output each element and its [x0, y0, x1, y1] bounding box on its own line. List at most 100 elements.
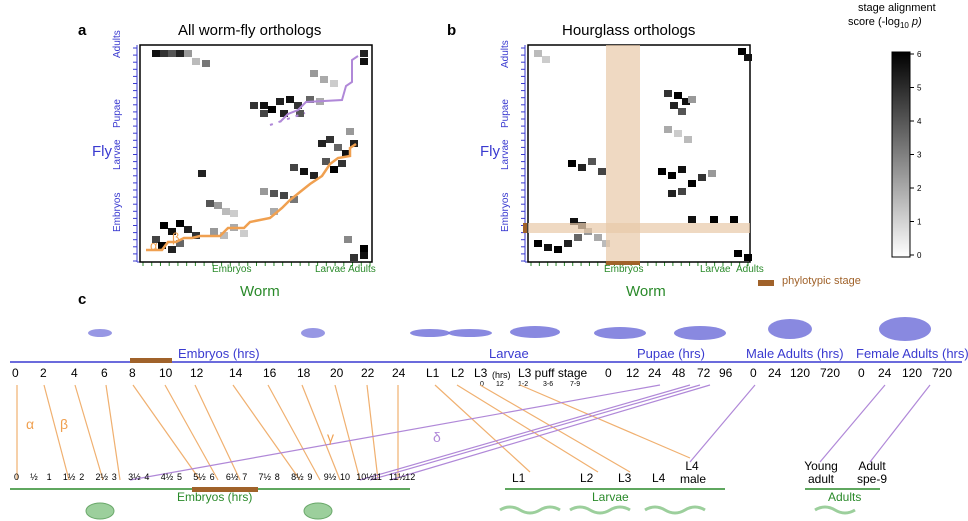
worm-embryo-tick: 9½: [323, 472, 337, 482]
heatmap-cell: [678, 108, 686, 115]
fly-larvae-subtick: 12: [496, 381, 504, 388]
heatmap-cell: [578, 164, 586, 171]
heatmap-cell: [300, 168, 308, 175]
panel-a-letter: a: [78, 22, 87, 39]
panel-a-ylabel-adults: Adults: [112, 30, 123, 58]
fly-pupae-tick: 72: [697, 366, 711, 380]
heatmap-cell: [198, 170, 206, 177]
fly-embryo-tick: 4: [71, 366, 78, 380]
worm-embryo-tick: 1: [46, 472, 52, 482]
colorbar-tick-label: 1: [917, 218, 922, 227]
heatmap-cell: [570, 218, 578, 225]
worm-l1: L1: [512, 471, 526, 485]
fly-female-adults-label: Female Adults (hrs): [856, 346, 968, 361]
heatmap-cell: [744, 54, 752, 61]
heatmap-cell: [678, 166, 686, 173]
panel-b-heatmap: [521, 44, 752, 266]
heatmap-cell: [664, 126, 672, 133]
panel-a-ylabel-pupae: Pupae: [112, 99, 123, 128]
panel-a-ylabel-larvae: Larvae: [112, 139, 123, 170]
worm-l2: L2: [580, 471, 594, 485]
worm-young-adult: Young adult: [804, 459, 838, 486]
colorbar-tick-label: 2: [917, 184, 922, 193]
heatmap-cell: [192, 58, 200, 65]
worm-embryo-tick: 11: [372, 472, 382, 482]
heatmap-cell: [290, 164, 298, 171]
fly-larvae-label: Larvae: [489, 346, 529, 361]
worm-embryo-tick: 6: [209, 472, 215, 482]
worm-embryo-tick: 8½: [291, 472, 304, 482]
panel-a-xlabel-larvae: Larvae: [315, 264, 346, 275]
heatmap-cell: [260, 188, 268, 195]
heatmap-cell: [744, 254, 752, 261]
heatmap-cell: [320, 76, 328, 83]
fly-larvae-subtick: 1-2: [518, 381, 529, 388]
panel-b-ylabel-pupae: Pupae: [500, 99, 511, 128]
heatmap-cell: [588, 158, 596, 165]
heatmap-cell: [322, 158, 330, 165]
fly-male-adults-label: Male Adults (hrs): [746, 346, 844, 361]
fly-female-tick: 120: [902, 366, 923, 380]
heatmap-cell: [564, 240, 572, 247]
heatmap-cell: [310, 172, 318, 179]
panel-a-fly-label: Fly: [92, 143, 112, 160]
heatmap-cell: [668, 190, 676, 197]
worm-embryo-tick: ½: [30, 472, 38, 482]
heatmap-cell: [698, 174, 706, 181]
heatmap-cell: [214, 202, 222, 209]
fly-pupae-tick: 24: [648, 366, 662, 380]
heatmap-cell: [664, 90, 672, 97]
heatmap-cell: [594, 234, 602, 241]
fly-embryo-tick: 10: [159, 366, 173, 380]
heatmap-cell: [176, 240, 184, 247]
fly-larvae-subtick: 7-9: [570, 381, 581, 388]
heatmap-cell: [176, 50, 184, 57]
fly-male-tick: 120: [790, 366, 811, 380]
worm-l4: L4: [652, 471, 666, 485]
heatmap-cell: [710, 216, 718, 223]
panel-b-worm-label: Worm: [626, 283, 666, 300]
heatmap-cell: [184, 226, 192, 233]
panel-b-title: Hourglass orthologs: [562, 22, 696, 39]
heatmap-cell: [168, 50, 176, 57]
panel-a-alpha-label: α: [150, 238, 158, 253]
colorbar-tick-label: 3: [917, 151, 922, 160]
fly-pupae-tick: 48: [672, 366, 686, 380]
panel-b-ylabel-larvae: Larvae: [500, 139, 511, 170]
fly-pupae-tick: 96: [719, 366, 733, 380]
heatmap-cell: [684, 136, 692, 143]
heatmap-cell: [688, 180, 696, 187]
gamma-label: γ: [327, 429, 334, 445]
heatmap-cell: [240, 230, 248, 237]
heatmap-cell: [674, 92, 682, 99]
heatmap-cell: [270, 208, 278, 215]
ortholog-alignment-lines: [16, 384, 931, 481]
colorbar-tick-label: 6: [917, 50, 922, 59]
worm-embryo-tick: 0: [14, 472, 20, 482]
heatmap-cell: [350, 254, 358, 261]
heatmap-cell: [688, 96, 696, 103]
heatmap-cell: [544, 244, 552, 251]
heatmap-cell: [658, 168, 666, 175]
panel-a-xlabel-adults: Adults: [348, 264, 376, 275]
heatmap-cell: [330, 80, 338, 87]
fly-embryo-tick: 24: [392, 366, 406, 380]
fly-embryos-label: Embryos (hrs): [178, 346, 260, 361]
worm-embryo-tick: 2½: [95, 472, 109, 482]
heatmap-cell: [250, 102, 258, 109]
heatmap-cell: [152, 236, 160, 243]
panel-b-fly-label: Fly: [480, 143, 500, 160]
heatmap-cell: [152, 50, 160, 57]
fly-pupae-label: Pupae (hrs): [637, 346, 705, 361]
heatmap-cell: [160, 222, 168, 229]
heatmap-cell: [568, 160, 576, 167]
heatmap-cell: [160, 50, 168, 57]
heatmap-cell: [158, 242, 166, 249]
colorbar-title-sub: 10: [899, 21, 909, 31]
panel-b-letter: b: [447, 22, 457, 39]
worm-adults-label: Adults: [828, 490, 862, 504]
panel-b-ylabel-adults: Adults: [500, 40, 511, 68]
beta-label: β: [60, 416, 69, 432]
heatmap-cell: [290, 196, 298, 203]
heatmap-cell: [674, 130, 682, 137]
